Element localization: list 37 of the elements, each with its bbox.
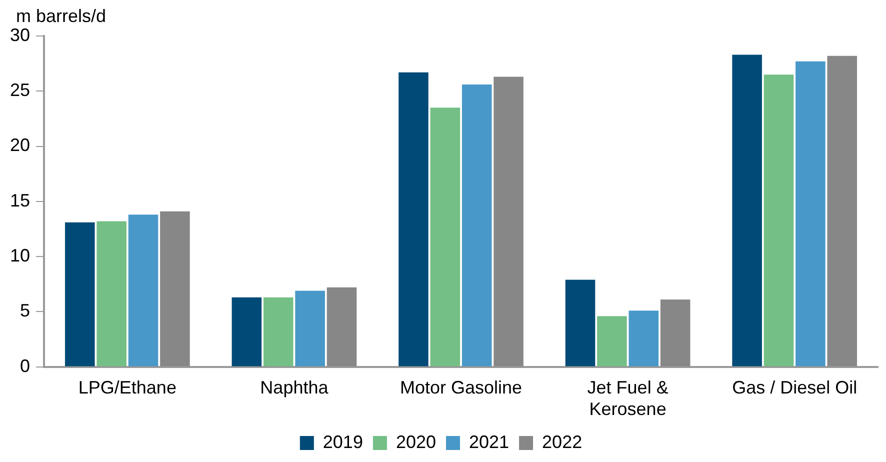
bar: [565, 280, 596, 366]
bar: [796, 61, 826, 366]
y-tick-label: 10: [10, 246, 30, 266]
bar: [326, 287, 357, 366]
x-tick-label: Naphtha: [260, 378, 330, 398]
x-tick-label: Motor Gasoline: [400, 378, 522, 398]
bar: [660, 300, 690, 366]
bar: [430, 108, 460, 366]
y-tick-label: 15: [10, 190, 30, 210]
bar: [295, 290, 325, 366]
legend-label: 2021: [469, 432, 510, 452]
bar: [732, 54, 762, 366]
y-axis-title: m barrels/d: [16, 6, 106, 26]
x-tick-label: LPG/Ethane: [78, 378, 176, 398]
legend-label: 2019: [322, 432, 363, 452]
bar: [462, 84, 492, 366]
bar: [628, 310, 659, 366]
legend-label: 2022: [542, 432, 582, 452]
bar: [263, 297, 294, 366]
bar: [597, 316, 627, 366]
bar: [764, 74, 794, 366]
legend-label: 2020: [396, 432, 436, 452]
x-tick-label: Jet Fuel & Kerosene: [587, 378, 668, 420]
bar: [232, 297, 262, 366]
x-tick-label: Gas / Diesel Oil: [732, 378, 858, 398]
y-tick-label: 25: [10, 80, 30, 100]
bar: [160, 211, 190, 366]
bar: [398, 72, 428, 366]
bar: [128, 214, 158, 366]
y-tick-label: 20: [10, 135, 30, 156]
bar: [96, 221, 126, 366]
y-tick-label: 0: [20, 356, 30, 376]
y-tick-label: 5: [20, 300, 30, 321]
y-tick-label: 30: [10, 24, 30, 45]
bar: [64, 222, 95, 366]
bar: [827, 56, 858, 366]
bar: [494, 76, 524, 366]
